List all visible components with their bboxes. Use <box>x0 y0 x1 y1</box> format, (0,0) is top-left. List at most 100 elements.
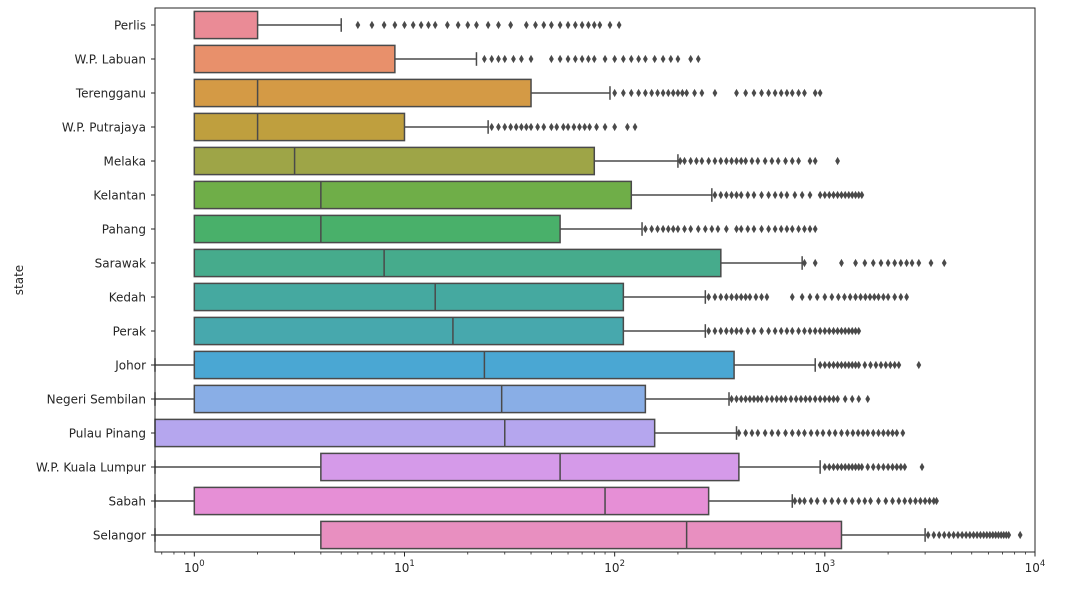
outlier-point <box>898 462 904 472</box>
x-tick-label: 103 <box>814 559 835 575</box>
outlier-point <box>909 258 915 268</box>
y-tick-label: Perak <box>113 325 146 339</box>
outlier-point <box>812 258 818 268</box>
outlier-point <box>655 224 660 234</box>
outlier-point <box>927 496 932 506</box>
outlier-point <box>849 462 855 472</box>
outlier-point <box>849 394 855 404</box>
outlier-point <box>826 190 832 200</box>
outlier-point <box>846 360 852 370</box>
outlier-point <box>941 258 947 268</box>
outlier-point <box>738 394 744 404</box>
outlier-point <box>835 360 840 370</box>
outlier-point <box>789 88 795 98</box>
box-iqr <box>193 112 406 142</box>
box-iqr <box>193 248 722 278</box>
outlier-point <box>548 122 554 132</box>
outlier-point <box>766 190 771 200</box>
outlier-point <box>734 292 739 302</box>
outlier-point <box>738 224 744 234</box>
outlier-point <box>745 190 751 200</box>
outlier-point <box>738 190 744 200</box>
y-tick-label: Sarawak <box>95 257 146 271</box>
outlier-point <box>692 88 697 98</box>
outlier-point <box>826 428 832 438</box>
outlier-point <box>856 190 862 200</box>
outlier-point <box>649 88 655 98</box>
outlier-point <box>743 88 749 98</box>
outlier-point <box>591 20 597 30</box>
outlier-point <box>723 156 729 166</box>
outlier-point <box>729 326 734 336</box>
outlier-point <box>753 292 759 302</box>
outlier-point <box>931 496 937 506</box>
outlier-point <box>963 530 969 540</box>
outlier-point <box>607 20 613 30</box>
outlier-point <box>1006 530 1012 540</box>
outlier-point <box>831 360 836 370</box>
outlier-point <box>712 190 718 200</box>
outlier-point <box>523 122 529 132</box>
outlier-point <box>885 462 891 472</box>
y-axis-label: state <box>12 265 26 295</box>
outlier-point <box>853 292 858 302</box>
outlier-point <box>749 156 755 166</box>
outlier-point <box>990 530 996 540</box>
outlier-point <box>496 54 501 64</box>
outlier-point <box>842 190 848 200</box>
outlier-point <box>743 428 749 438</box>
box-group-perlis <box>193 10 622 40</box>
outlier-point <box>887 360 893 370</box>
outlier-point <box>402 20 407 30</box>
outlier-point <box>496 122 501 132</box>
outlier-point <box>856 394 862 404</box>
outlier-point <box>817 88 823 98</box>
outlier-point <box>528 54 534 64</box>
outlier-point <box>541 122 547 132</box>
y-tick-label: Pahang <box>102 223 146 237</box>
outlier-point <box>675 224 681 234</box>
outlier-point <box>432 20 438 30</box>
outlier-point <box>826 462 832 472</box>
outlier-point <box>778 326 784 336</box>
outlier-point <box>775 428 781 438</box>
outlier-point <box>706 326 712 336</box>
outlier-point <box>508 20 514 30</box>
outlier-point <box>878 360 884 370</box>
box-iqr <box>193 282 625 312</box>
outlier-point <box>712 292 718 302</box>
outlier-point <box>885 292 891 302</box>
outlier-point <box>842 394 848 404</box>
outlier-point <box>729 292 734 302</box>
outlier-point <box>849 326 855 336</box>
outlier-point <box>511 54 516 64</box>
outlier-point <box>688 54 694 64</box>
outlier-point <box>579 20 585 30</box>
outlier-point <box>856 360 862 370</box>
outlier-point <box>738 326 744 336</box>
outlier-point <box>789 326 795 336</box>
outlier-point <box>381 20 387 30</box>
outlier-point <box>831 462 836 472</box>
outlier-point <box>784 88 790 98</box>
outlier-point <box>502 122 508 132</box>
outlier-point <box>789 224 795 234</box>
outlier-point <box>764 292 770 302</box>
outlier-point <box>783 428 788 438</box>
box-group-sabah <box>154 486 939 516</box>
outlier-point <box>812 326 818 336</box>
outlier-point <box>734 326 739 336</box>
x-tick-label: 102 <box>604 559 625 575</box>
outlier-point <box>873 360 879 370</box>
outlier-point <box>632 122 638 132</box>
outlier-point <box>913 496 918 506</box>
outlier-point <box>892 258 898 268</box>
outlier-point <box>859 190 865 200</box>
outlier-point <box>670 88 676 98</box>
outlier-point <box>620 54 626 64</box>
outlier-point <box>946 530 952 540</box>
outlier-point <box>723 326 729 336</box>
outlier-point <box>579 54 585 64</box>
outlier-point <box>822 360 828 370</box>
outlier-point <box>853 326 858 336</box>
